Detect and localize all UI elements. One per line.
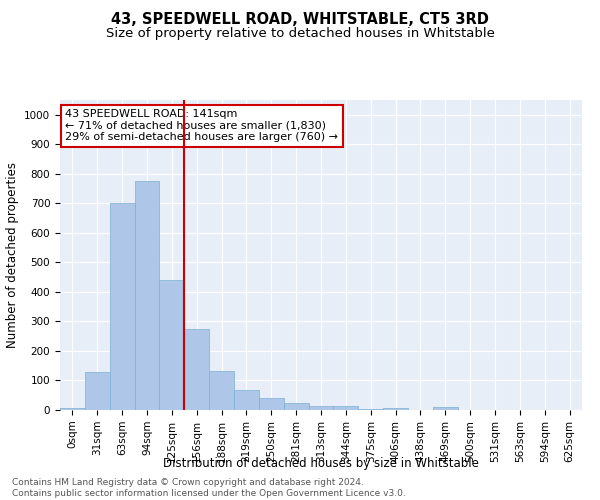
Bar — [433, 407, 458, 410]
Bar — [160, 280, 184, 410]
Bar — [60, 408, 85, 410]
Bar — [184, 329, 209, 410]
Bar — [334, 406, 358, 410]
Bar — [259, 398, 284, 410]
Bar — [284, 402, 308, 410]
Text: 43, SPEEDWELL ROAD, WHITSTABLE, CT5 3RD: 43, SPEEDWELL ROAD, WHITSTABLE, CT5 3RD — [111, 12, 489, 28]
Text: Contains HM Land Registry data © Crown copyright and database right 2024.
Contai: Contains HM Land Registry data © Crown c… — [12, 478, 406, 498]
Bar — [209, 370, 234, 410]
Bar — [308, 406, 334, 410]
Bar — [85, 372, 110, 410]
Text: Distribution of detached houses by size in Whitstable: Distribution of detached houses by size … — [163, 458, 479, 470]
Y-axis label: Number of detached properties: Number of detached properties — [5, 162, 19, 348]
Text: Size of property relative to detached houses in Whitstable: Size of property relative to detached ho… — [106, 28, 494, 40]
Bar — [110, 204, 134, 410]
Text: 43 SPEEDWELL ROAD: 141sqm
← 71% of detached houses are smaller (1,830)
29% of se: 43 SPEEDWELL ROAD: 141sqm ← 71% of detac… — [65, 110, 338, 142]
Bar — [358, 408, 383, 410]
Bar — [234, 390, 259, 410]
Bar — [383, 408, 408, 410]
Bar — [134, 181, 160, 410]
